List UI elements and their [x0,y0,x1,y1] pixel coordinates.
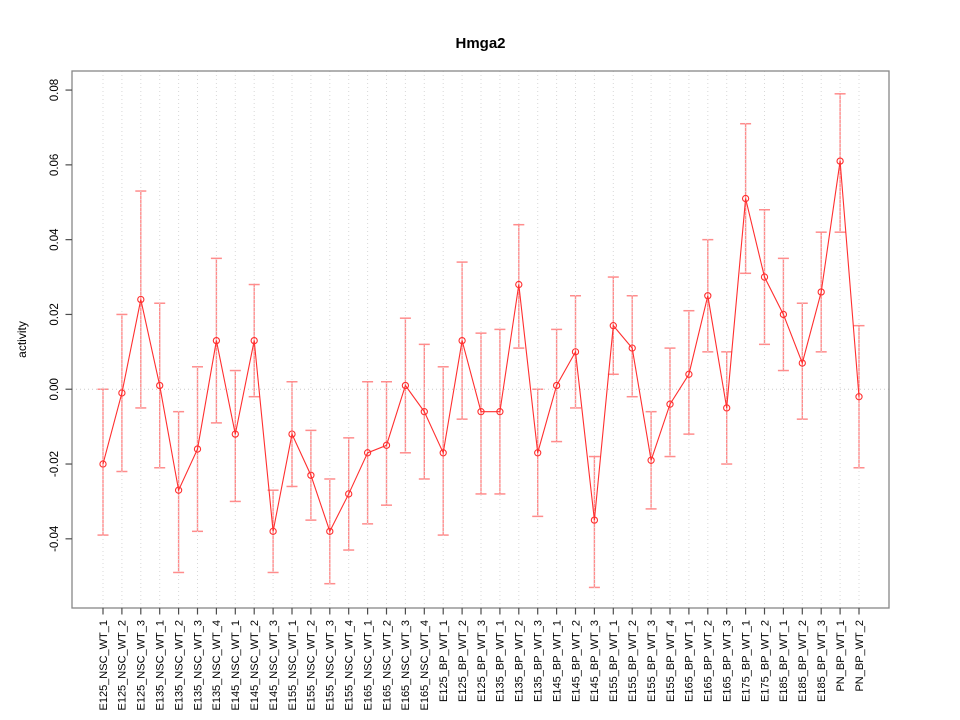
x-tick-label: PN_BP_WT_2 [854,620,866,692]
x-tick-label: E135_BP_WT_3 [533,620,545,702]
x-tick-label: E135_NSC_WT_3 [192,620,204,711]
x-tick-label: E145_BP_WT_1 [551,620,563,702]
chart-title: Hmga2 [455,35,505,52]
data-point [798,359,806,367]
x-tick-label: E135_NSC_WT_4 [211,620,223,711]
x-tick-label: E165_BP_WT_3 [722,620,734,702]
x-tick-label: E175_BP_WT_1 [740,620,752,702]
y-tick-label: 0.00 [49,378,61,400]
data-point [250,336,258,345]
data-point [552,381,561,390]
x-tick-label: E125_BP_WT_2 [457,620,469,702]
data-point [118,389,126,397]
x-tick-label: E155_BP_WT_2 [627,620,639,702]
data-point [269,527,277,535]
data-point [363,449,372,457]
data-point [174,486,183,494]
data-point [741,194,750,203]
x-tick-label: E165_NSC_WT_2 [381,620,393,711]
x-tick-label: PN_BP_WT_1 [835,620,847,692]
data-point [288,430,296,438]
data-point [779,310,788,319]
x-tick-label: E165_NSC_WT_4 [419,620,431,711]
x-tick-label: E145_NSC_WT_3 [268,620,280,711]
series-line [102,161,860,533]
data-point [458,336,466,345]
x-tick-label: E135_NSC_WT_1 [155,620,167,711]
x-tick-label: E165_BP_WT_1 [684,620,696,702]
x-tick-label: E155_BP_WT_1 [608,620,620,702]
x-tick-label: E145_NSC_WT_1 [230,620,242,711]
y-tick-label: 0.02 [49,303,61,325]
data-point [704,292,712,300]
data-point [439,449,447,457]
data-point [760,273,769,281]
x-tick-label: E155_NSC_WT_4 [344,620,356,711]
data-point [817,288,825,296]
data-point [609,322,617,330]
x-tick-label: E135_NSC_WT_2 [173,620,185,711]
y-axis-label: activity [15,321,29,358]
y-tick-label: 0.06 [49,154,61,176]
x-tick-label: E145_BP_WT_2 [570,620,582,702]
x-tick-label: E155_NSC_WT_1 [287,620,299,711]
data-point [193,445,202,453]
data-point [571,348,580,356]
data-point [477,408,485,416]
x-tick-label: E175_BP_WT_2 [759,620,771,702]
data-point [231,430,239,438]
data-point [590,516,599,524]
data-point [666,400,674,408]
data-point [401,381,410,390]
plot-area: -0.04 -0.02 0.00 0.02 0.04 0.06 0.08 E125_NSC_W… [49,70,890,711]
y-tick-label: 0.08 [49,79,61,101]
data-point [137,295,145,304]
data-point [628,344,636,352]
x-tick-label: E125_BP_WT_3 [476,620,488,702]
x-tick-label: E125_NSC_WT_3 [136,620,148,711]
x-tick-label: E165_BP_WT_2 [703,620,715,702]
x-tick-label: E165_NSC_WT_1 [362,620,374,711]
x-tick-label: E125_NSC_WT_1 [98,620,110,711]
x-tick-label: E155_BP_WT_3 [646,620,658,702]
data-point [326,527,334,535]
data-point [855,393,863,401]
y-tick-label: -0.04 [49,525,61,552]
x-tick-label: E135_BP_WT_1 [495,620,507,702]
data-point [382,441,391,449]
x-tick-label: E155_NSC_WT_2 [306,620,318,711]
data-point [685,370,693,378]
y-tick-label: -0.02 [49,451,61,477]
data-point [420,408,428,416]
data-point [723,404,731,412]
data-point [647,456,655,464]
data-point [345,490,353,498]
data-point [496,408,504,416]
data-point [156,381,164,390]
x-tick-label: E155_NSC_WT_3 [325,620,337,711]
data-point [99,460,107,468]
x-tick-label: E135_BP_WT_2 [514,620,526,702]
x-tick-label: E185_BP_WT_3 [816,620,828,702]
data-point [534,449,542,457]
data-point [515,280,523,289]
x-tick-label: E185_BP_WT_1 [778,620,790,702]
x-tick-label: E145_NSC_WT_2 [249,620,261,711]
data-point [836,157,844,165]
x-tick-label: E125_NSC_WT_2 [117,620,129,711]
data-point [212,336,221,345]
x-tick-label: E125_BP_WT_1 [438,620,450,702]
x-tick-label: E145_BP_WT_3 [589,620,601,702]
data-point [307,471,315,479]
x-tick-label: E185_BP_WT_2 [797,620,809,702]
x-tick-label: E155_BP_WT_4 [665,620,677,702]
y-tick-label: 0.04 [49,228,61,251]
x-tick-label: E165_NSC_WT_3 [400,620,412,711]
